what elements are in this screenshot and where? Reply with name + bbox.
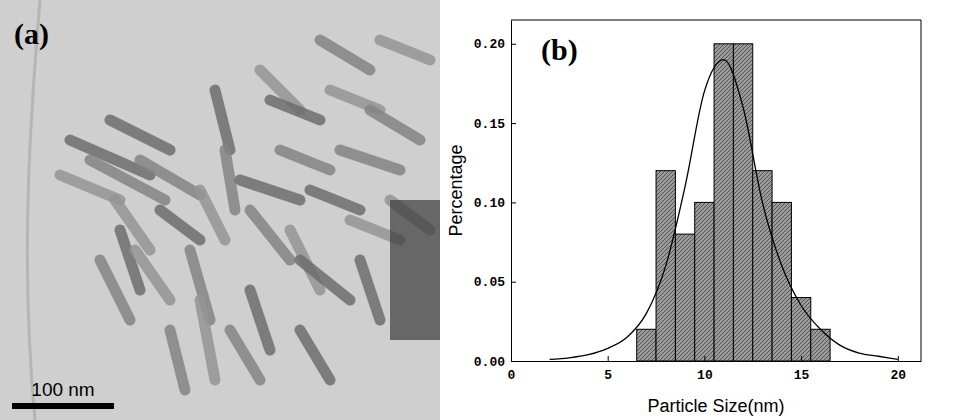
particle-rod bbox=[380, 40, 430, 60]
x-tick-mark bbox=[704, 356, 705, 361]
figure: (a) 100 nm 0 5 10 15 20 0.00 0.05 0.10 0.15 0.20 Par… bbox=[0, 0, 953, 420]
x-tick: 10 bbox=[697, 356, 713, 383]
particle-rod bbox=[140, 160, 200, 195]
y-tick-label: 0.15 bbox=[474, 117, 505, 132]
particle-rod bbox=[280, 150, 330, 170]
y-axis: 0.00 0.05 0.10 0.15 0.20 bbox=[474, 21, 516, 370]
y-tick-mark bbox=[511, 44, 516, 45]
particle-rod bbox=[215, 90, 230, 150]
y-tick: 0.10 bbox=[474, 196, 516, 211]
y-tick: 0.05 bbox=[474, 275, 516, 290]
frame-right bbox=[921, 20, 922, 361]
particle-rod bbox=[360, 260, 380, 320]
particle-rod bbox=[340, 150, 400, 170]
particle-rod bbox=[250, 290, 270, 350]
plot-marks bbox=[550, 44, 898, 361]
x-tick: 20 bbox=[890, 356, 906, 383]
y-tick-mark bbox=[511, 123, 516, 124]
particle-rod bbox=[110, 120, 170, 150]
y-tick-label: 0.05 bbox=[474, 275, 505, 290]
y-tick-mark bbox=[511, 361, 516, 362]
y-tick-label: 0.10 bbox=[474, 196, 505, 211]
x-tick-label: 0 bbox=[508, 368, 516, 383]
histogram-bar bbox=[637, 329, 656, 361]
x-tick-label: 10 bbox=[697, 368, 713, 383]
fit-curve bbox=[550, 60, 898, 360]
histogram-bar bbox=[811, 329, 830, 361]
x-tick: 5 bbox=[604, 356, 612, 383]
image-background bbox=[0, 0, 440, 420]
y-tick-mark bbox=[511, 282, 516, 283]
dense-cluster bbox=[390, 200, 440, 340]
particle-rod bbox=[160, 210, 200, 240]
scale-bar-label: 100 nm bbox=[31, 379, 94, 400]
y-tick: 0.15 bbox=[474, 117, 516, 132]
particle-rod bbox=[250, 210, 290, 260]
x-tick-mark bbox=[608, 356, 609, 361]
particle-rod bbox=[270, 100, 320, 120]
particle-rod bbox=[170, 330, 185, 390]
particle-rod bbox=[100, 260, 130, 320]
y-tick: 0.00 bbox=[474, 355, 516, 370]
particle-rod bbox=[135, 250, 170, 300]
particle-rod bbox=[320, 40, 370, 70]
x-tick-label: 20 bbox=[890, 368, 906, 383]
x-tick-mark bbox=[898, 356, 899, 361]
y-tick-label: 0.00 bbox=[474, 355, 505, 370]
y-axis-line bbox=[511, 21, 512, 362]
histogram-bar bbox=[753, 171, 772, 361]
frame-top bbox=[511, 20, 921, 21]
y-tick: 0.20 bbox=[474, 37, 516, 52]
image-panel: (a) 100 nm bbox=[0, 0, 440, 420]
x-tick-label: 15 bbox=[794, 368, 810, 383]
particle-rod bbox=[300, 260, 350, 300]
particle-rod bbox=[200, 300, 215, 380]
x-axis: 0 5 10 15 20 bbox=[508, 356, 922, 383]
particle-rod bbox=[240, 180, 300, 200]
histogram-bar bbox=[675, 234, 694, 361]
histogram-bar bbox=[714, 44, 733, 361]
y-tick-label: 0.20 bbox=[474, 37, 505, 52]
histogram-bar bbox=[733, 44, 752, 361]
x-axis-line bbox=[512, 361, 922, 362]
particle-rod bbox=[200, 190, 225, 240]
panel-label: (a) bbox=[14, 17, 49, 51]
particles bbox=[60, 40, 430, 390]
histogram-bar bbox=[695, 202, 714, 361]
particle-rod bbox=[230, 330, 260, 380]
particle-rod bbox=[225, 150, 235, 210]
histogram-bar bbox=[791, 298, 810, 361]
x-tick-mark bbox=[801, 356, 802, 361]
x-tick: 15 bbox=[794, 356, 810, 383]
y-tick-mark bbox=[511, 202, 516, 203]
particle-rod bbox=[310, 190, 360, 210]
x-tick-label: 5 bbox=[604, 368, 612, 383]
x-axis-title: Particle Size(nm) bbox=[647, 396, 784, 416]
scale-bar bbox=[12, 403, 114, 409]
particle-rod bbox=[300, 330, 330, 380]
film-edge bbox=[27, 0, 40, 420]
y-axis-title: Percentage bbox=[446, 144, 466, 236]
particle-rod bbox=[370, 110, 420, 140]
panel-label: (b) bbox=[541, 33, 578, 67]
